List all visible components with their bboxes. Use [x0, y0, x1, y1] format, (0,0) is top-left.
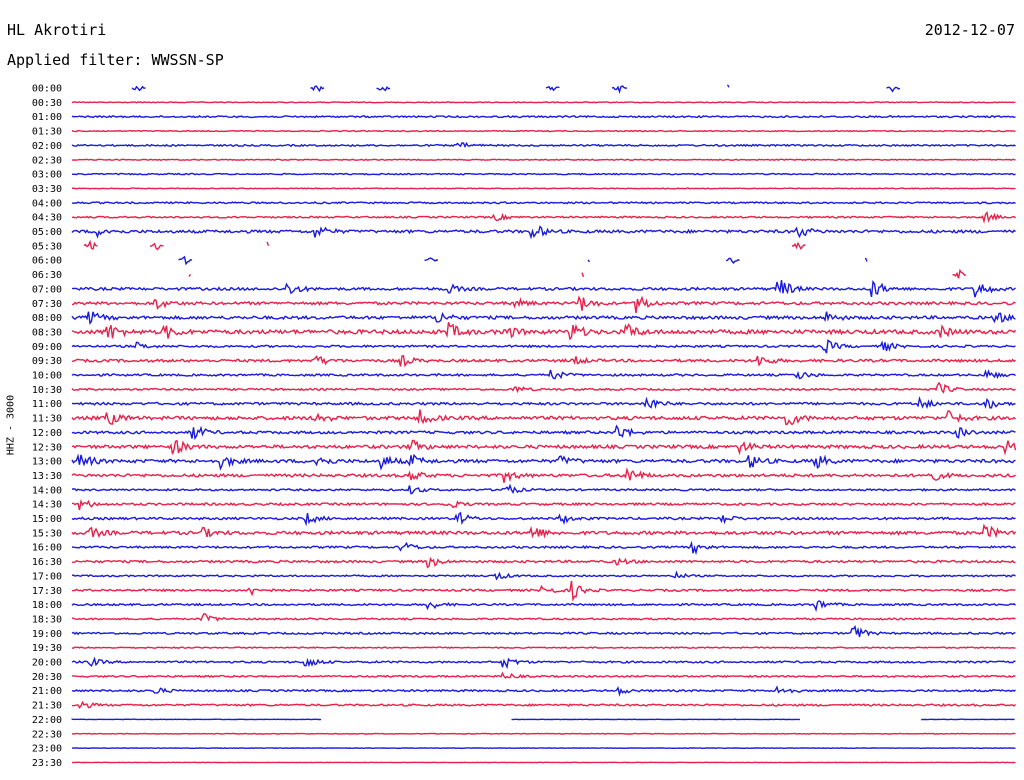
seismogram-trace — [71, 201, 1016, 205]
time-tick-label: 15:00 — [32, 514, 62, 525]
time-tick-label: 04:00 — [32, 198, 62, 209]
seismogram-trace — [84, 242, 995, 250]
seismogram-trace — [71, 395, 1016, 410]
time-tick-label: 01:00 — [32, 112, 62, 123]
time-tick-label: 22:00 — [32, 715, 62, 726]
time-tick-label: 11:30 — [32, 414, 62, 425]
seismogram-trace — [72, 321, 1017, 341]
time-tick-label: 04:30 — [32, 213, 62, 224]
seismogram-trace — [71, 439, 1017, 456]
time-tick-label: 00:00 — [32, 84, 62, 95]
time-tick-label: 00:30 — [32, 98, 62, 109]
seismogram-trace — [71, 355, 1016, 368]
time-tick-label: 06:30 — [32, 270, 62, 281]
seismogram-trace — [71, 646, 1016, 650]
time-tick-label: 16:00 — [32, 543, 62, 554]
seismogram-trace — [71, 172, 1016, 176]
seismogram-trace — [71, 685, 1016, 697]
time-tick-label: 21:00 — [32, 686, 62, 697]
time-tick-label: 02:30 — [32, 155, 62, 166]
seismogram-trace — [71, 671, 1016, 679]
time-tick-label: 01:30 — [32, 127, 62, 138]
seismogram-trace — [71, 211, 1016, 224]
seismogram-trace — [72, 613, 1016, 622]
time-tick-label: 13:00 — [32, 457, 62, 468]
seismogram-trace — [72, 483, 1016, 495]
seismogram-trace — [71, 369, 1016, 380]
seismogram-trace — [71, 570, 1016, 581]
time-tick-label: 03:00 — [32, 170, 62, 181]
time-tick-label: 18:00 — [32, 600, 62, 611]
time-tick-label: 20:30 — [32, 672, 62, 683]
time-tick-label: 10:00 — [32, 371, 62, 382]
time-tick-label: 09:30 — [32, 356, 62, 367]
seismogram-trace — [71, 540, 1016, 556]
seismogram-trace — [71, 409, 1016, 426]
time-tick-label: 17:30 — [32, 586, 62, 597]
time-tick-label: 02:00 — [32, 141, 62, 152]
seismogram-trace — [71, 129, 1016, 133]
seismogram-trace — [71, 187, 1016, 190]
seismogram-trace — [71, 225, 1016, 240]
seismogram-trace — [71, 114, 1016, 119]
seismogram-trace — [71, 600, 1016, 613]
seismogram-trace — [71, 141, 1016, 149]
time-tick-label: 14:00 — [32, 485, 62, 496]
seismogram-trace — [71, 280, 1016, 298]
time-tick-label: 11:00 — [32, 399, 62, 410]
time-tick-label: 15:30 — [32, 528, 62, 539]
time-tick-label: 10:30 — [32, 385, 62, 396]
time-tick-label: 17:00 — [32, 571, 62, 582]
seismogram-trace — [189, 271, 1008, 279]
time-tick-label: 19:30 — [32, 643, 62, 654]
seismogram-trace — [71, 624, 1016, 638]
time-tick-label: 07:30 — [32, 299, 62, 310]
seismogram-trace — [71, 700, 1016, 709]
time-tick-label: 14:30 — [32, 500, 62, 511]
time-tick-label: 08:30 — [32, 327, 62, 338]
time-tick-label: 06:00 — [32, 256, 62, 267]
time-tick-label: 16:30 — [32, 557, 62, 568]
time-tick-label: 12:30 — [32, 442, 62, 453]
date-label: 2012-12-07 — [924, 21, 1015, 39]
seismogram-trace — [71, 295, 1016, 314]
seismogram-trace — [71, 523, 1017, 539]
time-tick-label: 19:00 — [32, 629, 62, 640]
seismogram-trace — [71, 467, 1016, 483]
seismogram-trace — [71, 339, 1016, 354]
seismogram-trace — [179, 257, 1007, 264]
seismogram-trace — [71, 511, 1016, 527]
seismogram-trace — [71, 499, 1016, 511]
time-tick-label: 05:30 — [32, 241, 62, 252]
time-tick-label: 13:30 — [32, 471, 62, 482]
time-tick-label: 22:30 — [32, 729, 62, 740]
seismogram-trace — [71, 656, 1016, 670]
time-tick-label: 08:00 — [32, 313, 62, 324]
seismogram-trace — [71, 732, 1016, 735]
time-tick-label: 18:30 — [32, 614, 62, 625]
seismogram-trace — [71, 101, 1016, 104]
filter-label: Applied filter: WWSSN-SP — [7, 51, 224, 69]
seismogram-trace — [71, 311, 1016, 325]
time-tick-label: 12:00 — [32, 428, 62, 439]
seismogram-trace — [71, 556, 1016, 569]
time-tick-label: 03:30 — [32, 184, 62, 195]
seismogram-trace — [71, 381, 1016, 394]
time-tick-label: 23:00 — [32, 744, 62, 755]
time-tick-label: 05:00 — [32, 227, 62, 238]
time-tick-label: 23:30 — [32, 758, 62, 769]
seismogram-trace — [132, 85, 1001, 92]
time-tick-label: 20:00 — [32, 658, 62, 669]
seismogram-trace — [71, 158, 1016, 162]
seismogram-trace — [71, 424, 1016, 441]
time-tick-label: 21:30 — [32, 701, 62, 712]
seismogram-trace — [71, 580, 1016, 602]
seismogram-trace — [71, 453, 1016, 471]
time-tick-label: 09:00 — [32, 342, 62, 353]
station-name: HL Akrotiri — [7, 21, 107, 39]
time-tick-label: 07:00 — [32, 284, 62, 295]
